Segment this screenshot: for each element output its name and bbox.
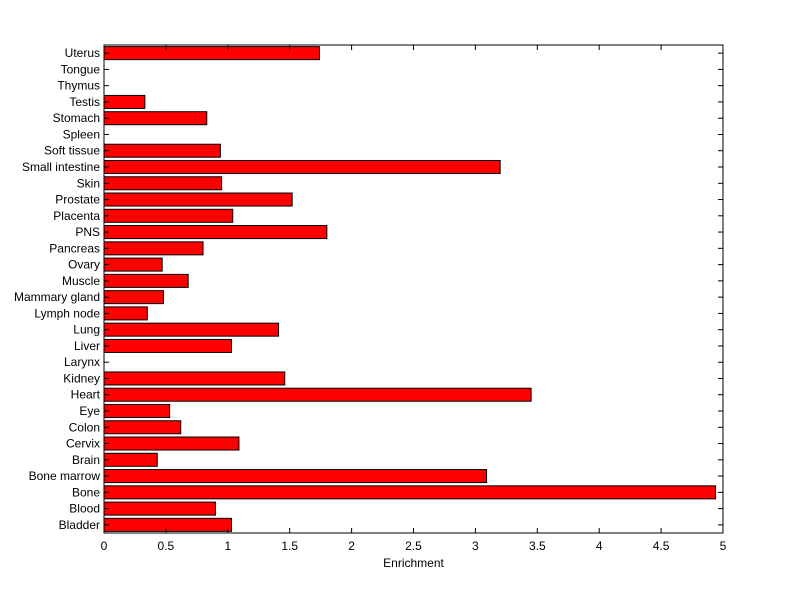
bar-liver — [103, 338, 233, 353]
bar-pancreas — [103, 241, 204, 256]
bar-bone — [103, 485, 717, 500]
y-tick-label: Lung — [73, 323, 100, 337]
ticks-layer — [103, 45, 724, 533]
y-tick-label: Heart — [71, 388, 101, 402]
y-tick-label: Eye — [79, 404, 100, 418]
y-tick-label: Liver — [74, 339, 100, 353]
y-tick-label: Cervix — [66, 437, 100, 451]
y-tick-label: Lymph node — [34, 306, 100, 320]
y-tick-label: Placenta — [53, 209, 100, 223]
bar-stomach — [103, 111, 208, 126]
bar-cervix — [103, 436, 240, 451]
y-tick-label: Blood — [69, 502, 100, 516]
y-tick-label: Ovary — [68, 258, 100, 272]
y-tick-label: Larynx — [64, 355, 100, 369]
bar-brain — [103, 452, 158, 467]
y-tick-label: Skin — [77, 176, 100, 190]
bar-soft-tissue — [103, 143, 221, 158]
x-axis-label: Enrichment — [383, 556, 444, 570]
bar-ovary — [103, 257, 163, 272]
y-tick-label: Tongue — [61, 62, 101, 76]
y-tick-label: Mammary gland — [14, 290, 100, 304]
x-tick-label: 0.5 — [158, 539, 175, 553]
bar-muscle — [103, 273, 189, 288]
bar-skin — [103, 176, 223, 191]
x-tick-label: 3.5 — [529, 539, 546, 553]
x-tick-label: 4 — [596, 539, 603, 553]
y-tick-label: Bladder — [59, 518, 100, 532]
y-tick-label: Prostate — [55, 193, 100, 207]
y-tick-label: Colon — [69, 420, 100, 434]
bar-blood — [103, 501, 216, 516]
bar-kidney — [103, 371, 286, 386]
bar-heart — [103, 387, 532, 402]
y-tick-label: Uterus — [65, 46, 100, 60]
y-tick-label: Stomach — [53, 111, 100, 125]
bar-uterus — [103, 46, 320, 61]
bar-colon — [103, 420, 182, 435]
y-tick-label: Kidney — [63, 371, 100, 385]
x-tick-label: 1 — [224, 539, 231, 553]
y-tick-label: Soft tissue — [44, 144, 100, 158]
y-tick-label: Pancreas — [49, 241, 100, 255]
labels-layer: Bladder Blood Bone Bone marrow Brain Cervix Co… — [14, 46, 727, 553]
bar-prostate — [103, 192, 293, 207]
x-tick-label: 2 — [348, 539, 355, 553]
x-tick-label: 3 — [472, 539, 479, 553]
bars-layer — [103, 46, 717, 532]
y-tick-label: PNS — [75, 225, 100, 239]
bar-bladder — [103, 517, 233, 532]
bar-lymph-node — [103, 306, 148, 321]
y-tick-label: Bone — [72, 485, 100, 499]
y-tick-label: Small intestine — [22, 160, 100, 174]
bar-testis — [103, 94, 146, 109]
bar-eye — [103, 403, 171, 419]
y-tick-label: Testis — [69, 95, 100, 109]
x-tick-label: 2.5 — [405, 539, 422, 553]
x-tick-label: 1.5 — [281, 539, 298, 553]
y-tick-label: Spleen — [63, 127, 100, 141]
bar-pns — [103, 225, 328, 240]
y-tick-label: Bone marrow — [29, 469, 101, 483]
bar-lung — [103, 322, 280, 337]
bar-placenta — [103, 208, 234, 223]
x-tick-label: 4.5 — [653, 539, 670, 553]
y-tick-label: Thymus — [57, 79, 100, 93]
y-tick-label: Brain — [72, 453, 100, 467]
x-tick-label: 5 — [720, 539, 727, 553]
bar-mammary-gland — [103, 290, 164, 305]
bar-bone-marrow — [103, 469, 488, 484]
y-tick-label: Muscle — [62, 274, 100, 288]
bar-small-intestine — [103, 159, 501, 175]
x-tick-label: 0 — [101, 539, 108, 553]
